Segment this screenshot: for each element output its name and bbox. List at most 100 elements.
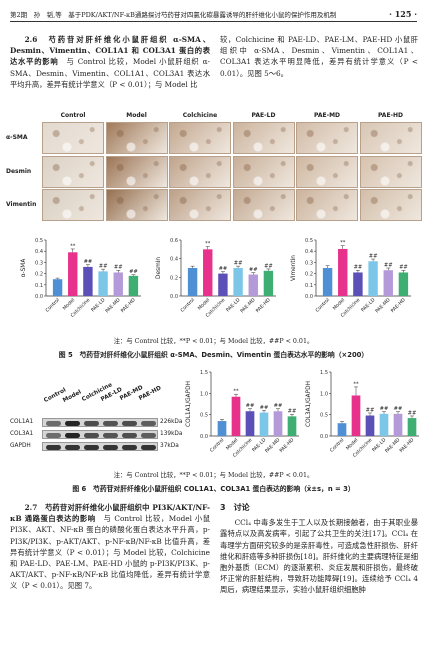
- blot-band: [122, 421, 137, 426]
- section-2-6-heading: 2.6 芍药苷对肝纤维化小鼠肝组织 α-SMA、Desmin、Vimentin、…: [10, 35, 210, 67]
- bar: [68, 252, 78, 296]
- significance-mark: ##: [129, 269, 138, 275]
- x-tick-label: PAE-MD: [374, 297, 392, 315]
- histology-image: [296, 155, 358, 188]
- histology-image: [42, 155, 104, 188]
- bar: [231, 396, 241, 436]
- bar: [187, 268, 198, 296]
- significance-mark: ##: [114, 265, 123, 271]
- histology-image: [296, 122, 358, 154]
- section-2-6-body: 与 Control 比较，Model 小鼠肝组织 α-SMA、Desmin、Vi…: [10, 57, 210, 89]
- histology-image: [105, 155, 168, 188]
- x-tick-label: PAE-MD: [384, 437, 402, 455]
- blot-band: [84, 433, 99, 438]
- y-tick-label: 0.5: [320, 413, 328, 419]
- histology-column-label: PAE-LD: [251, 112, 276, 119]
- y-tick-label: 0.3: [305, 260, 313, 266]
- blot-protein-label: GAPDH: [10, 443, 31, 449]
- section-2-7-paragraph: 2.7 芍药苷对肝纤维化小鼠肝组织中 PI3K/AKT/NF-κB 通路蛋白表达…: [10, 502, 210, 592]
- significance-mark: ##: [234, 261, 243, 267]
- blot-band: [65, 421, 80, 426]
- y-tick-label: 0.4: [305, 249, 313, 255]
- blot-band: [46, 433, 61, 438]
- significance-mark: ##: [84, 259, 93, 265]
- significance-mark: ##: [288, 409, 297, 415]
- x-tick-label: Control: [329, 437, 346, 454]
- journal-header: 第2期 孙 韬,等 基于PDK/AKT/NF-κB通路探讨芍药苷对四氯化碳暴露诱…: [10, 10, 337, 19]
- bar: [128, 275, 139, 296]
- y-tick-label: 0.3: [35, 260, 43, 266]
- bar: [203, 249, 213, 296]
- significance-mark: ##: [264, 263, 273, 269]
- x-tick-label: PAE-HD: [398, 437, 415, 454]
- chart-desmin: 0.0 0.2 0.4 0.6 Desmin Control ** Model ## Colchi…: [155, 232, 280, 320]
- y-tick-label: 0.0: [200, 434, 208, 440]
- significance-mark: ##: [366, 407, 375, 413]
- x-tick-label: Control: [44, 297, 61, 314]
- significance-mark: **: [353, 381, 359, 387]
- histology-column-label: Model: [126, 112, 147, 119]
- significance-mark: ##: [354, 265, 363, 271]
- blot-band: [103, 433, 118, 438]
- section-2-7: 2.7 芍药苷对肝纤维化小鼠肝组织中 PI3K/AKT/NF-κB 通路蛋白表达…: [10, 502, 210, 592]
- y-axis-label: α-SMA: [21, 259, 27, 278]
- y-tick-label: 0.0: [305, 294, 313, 300]
- significance-mark: ##: [274, 403, 283, 409]
- section-2-7-body: 与 Control 比较，Model 小鼠 PI3K、AKT、NF-κB 蛋白的…: [10, 514, 210, 591]
- section-2-6-continued-body: 较，Colchicine 和 PAE-LD、PAE-LM、PAE-HD 小鼠肝组…: [220, 35, 418, 78]
- bar: [322, 268, 333, 296]
- y-tick-label: 0.6: [170, 238, 178, 244]
- significance-mark: ##: [99, 264, 108, 270]
- bar: [338, 248, 348, 296]
- blot-band: [46, 445, 61, 450]
- discussion-body: CCl₄ 中毒多发生于工人以及长期接触者，由于其职业暴露特点以及高发病率，引起了…: [220, 518, 418, 595]
- chart-vimentin: 0.0 0.1 0.2 0.3 0.4 0.5 Vimentin Control ** Model…: [290, 232, 415, 320]
- histology-image: [105, 122, 168, 154]
- histology-row-label: Vimentin: [6, 201, 37, 208]
- histology-image: [105, 189, 168, 221]
- bar: [273, 411, 283, 436]
- bar: [245, 411, 255, 436]
- bar: [407, 418, 417, 436]
- bar: [379, 413, 389, 436]
- blot-band: [65, 433, 80, 438]
- histology-column-label: Colchicine: [182, 112, 218, 119]
- blot-band: [84, 445, 99, 450]
- bar: [365, 415, 375, 436]
- x-tick-label: PAE-HD: [390, 297, 407, 314]
- histology-column-label: PAE-HD: [377, 112, 404, 119]
- significance-mark: **: [205, 241, 211, 247]
- histology-image: [359, 122, 422, 154]
- y-tick-label: 1.5: [200, 370, 208, 376]
- blot-protein-label: COL3A1: [10, 431, 34, 437]
- bar: [98, 271, 108, 296]
- figure-6-caption: 图 6 芍药苷对肝纤维化小鼠肝组织 COL1A1、COL3A1 蛋白表达的影响（…: [72, 485, 355, 493]
- significance-mark: ##: [260, 405, 269, 411]
- bar: [368, 261, 378, 296]
- section-2-6-continued: 较，Colchicine 和 PAE-LD、PAE-LM、PAE-HD 小鼠肝组…: [220, 34, 418, 79]
- bar: [287, 416, 297, 436]
- section-2-6-paragraph: 2.6 芍药苷对肝纤维化小鼠肝组织 α-SMA、Desmin、Vimentin、…: [10, 34, 210, 90]
- histology-image: [359, 155, 422, 188]
- blot-protein-label: COL1A1: [10, 419, 34, 425]
- figure-5-histology: Control Model Colchicine PAE-LD PAE-MD PAE-HD…: [6, 112, 422, 224]
- discussion-heading: 3 讨论: [220, 503, 250, 512]
- bar: [83, 266, 93, 296]
- histology-column-label: Control: [60, 112, 86, 119]
- y-tick-label: 1.5: [320, 370, 328, 376]
- y-axis-label: COL1A1/GAPDH: [186, 381, 192, 427]
- x-tick-label: Control: [209, 437, 226, 454]
- bar: [398, 272, 409, 296]
- y-tick-label: 0.2: [35, 272, 43, 278]
- y-tick-label: 1.0: [200, 391, 208, 397]
- y-tick-label: 0.2: [305, 272, 313, 278]
- bar: [217, 421, 227, 436]
- histology-image: [232, 155, 295, 188]
- y-axis-label: Vimentin: [291, 255, 297, 281]
- bar: [353, 272, 363, 296]
- section-2-7-heading: 2.7 芍药苷对肝纤维化小鼠肝组织中 PI3K/AKT/NF-κB 通路蛋白表达…: [10, 503, 210, 524]
- significance-mark: ##: [369, 254, 378, 260]
- bar: [113, 272, 123, 296]
- y-tick-label: 0.0: [320, 434, 328, 440]
- bar: [263, 270, 274, 296]
